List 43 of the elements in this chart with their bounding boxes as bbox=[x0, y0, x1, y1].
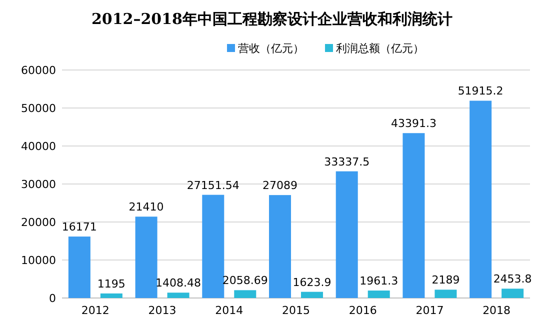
y-tick-label: 40000 bbox=[21, 140, 56, 153]
data-label: 1195 bbox=[97, 277, 126, 290]
legend-label: 营收（亿元） bbox=[238, 42, 304, 55]
bar bbox=[100, 293, 122, 298]
bar bbox=[434, 290, 457, 298]
data-label: 1623.9 bbox=[292, 276, 332, 289]
bar bbox=[502, 288, 524, 298]
bar bbox=[470, 100, 492, 298]
data-label: 21410 bbox=[128, 200, 164, 214]
bar bbox=[301, 292, 323, 298]
bar bbox=[234, 290, 256, 298]
bar bbox=[167, 292, 190, 298]
x-tick-label: 2017 bbox=[416, 304, 444, 317]
x-tick-label: 2012 bbox=[81, 304, 110, 317]
bar bbox=[368, 290, 390, 298]
x-tick-label: 2014 bbox=[215, 304, 244, 317]
data-label: 51915.2 bbox=[458, 84, 504, 98]
y-tick-label: 20000 bbox=[21, 216, 56, 229]
legend-label: 利润总额（亿元） bbox=[336, 42, 424, 55]
y-tick-label: 50000 bbox=[21, 102, 56, 115]
bar bbox=[135, 216, 158, 298]
y-tick-label: 0 bbox=[49, 292, 56, 305]
data-label: 16171 bbox=[62, 220, 97, 234]
bar bbox=[68, 236, 90, 298]
x-tick-label: 2016 bbox=[348, 304, 377, 317]
bar bbox=[402, 133, 425, 298]
y-tick-label: 60000 bbox=[21, 64, 56, 77]
y-tick-label: 10000 bbox=[21, 254, 56, 267]
x-tick-label: 2018 bbox=[482, 304, 511, 317]
data-label: 43391.3 bbox=[390, 117, 436, 130]
data-label: 1961.3 bbox=[360, 274, 398, 288]
bar bbox=[336, 171, 358, 298]
y-tick-label: 30000 bbox=[21, 178, 56, 191]
x-tick-label: 2013 bbox=[148, 304, 176, 317]
chart-title: 2012–2018年中国工程勘察设计企业营收和利润统计 bbox=[92, 10, 452, 28]
data-label: 2453.8 bbox=[493, 272, 532, 286]
bar bbox=[202, 194, 224, 298]
data-label: 27151.54 bbox=[186, 178, 240, 192]
data-label: 2189 bbox=[432, 274, 460, 287]
data-label: 33337.5 bbox=[324, 155, 370, 168]
x-tick-label: 2015 bbox=[282, 304, 310, 317]
data-label: 27089 bbox=[262, 179, 298, 192]
bar bbox=[269, 195, 291, 298]
